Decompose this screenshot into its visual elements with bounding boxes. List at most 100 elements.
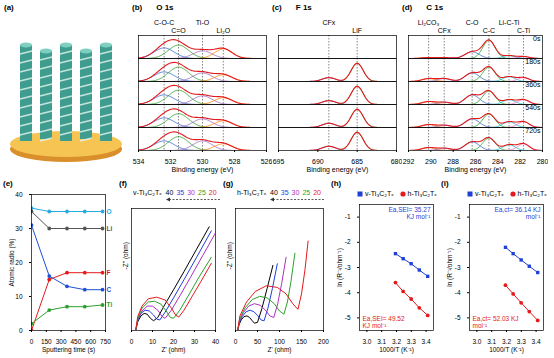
svg-text:Sputtering time (s): Sputtering time (s) (42, 346, 95, 354)
svg-text:695: 695 (273, 158, 285, 165)
svg-text:10: 10 (149, 338, 157, 345)
svg-text:CFx: CFx (438, 27, 451, 34)
svg-text:200: 200 (318, 338, 329, 345)
svg-text:100: 100 (274, 338, 285, 345)
svg-text:Ea,ct= 52.03 KJmol⁻¹: Ea,ct= 52.03 KJmol⁻¹ (473, 315, 519, 329)
svg-text:40: 40 (15, 191, 23, 198)
svg-text:-Z'' (ohm): -Z'' (ohm) (226, 242, 234, 269)
svg-text:50: 50 (254, 338, 262, 345)
svg-text:3.4: 3.4 (532, 338, 541, 345)
svg-text:3.2: 3.2 (392, 338, 401, 345)
svg-text:Ti: Ti (107, 301, 113, 308)
svg-text:Z' (ohm): Z' (ohm) (268, 346, 292, 354)
svg-text:Ti-O: Ti-O (196, 19, 210, 26)
svg-text:284: 284 (492, 158, 504, 165)
svg-text:-2: -2 (345, 238, 351, 245)
svg-text:-5: -5 (455, 314, 461, 321)
svg-text:0: 0 (19, 327, 23, 334)
svg-text:-1: -1 (345, 213, 351, 220)
svg-text:300: 300 (56, 338, 67, 345)
svg-text:LiF: LiF (352, 27, 362, 34)
svg-text:C: C (107, 286, 112, 293)
svg-text:685: 685 (351, 158, 363, 165)
svg-text:150: 150 (41, 338, 52, 345)
svg-text:3.2: 3.2 (502, 338, 511, 345)
svg-text:0: 0 (130, 338, 134, 345)
svg-text:C=O: C=O (171, 27, 186, 34)
svg-text:3.3: 3.3 (517, 338, 526, 345)
svg-text:Li₂CO₃: Li₂CO₃ (418, 19, 440, 26)
svg-text:-2: -2 (455, 238, 461, 245)
svg-text:288: 288 (447, 158, 459, 165)
svg-text:-5: -5 (345, 314, 351, 321)
svg-text:0s: 0s (533, 35, 541, 42)
html-text:(a): (a) (4, 3, 14, 12)
svg-text:Ea,SEI= 35.27KJ mol⁻¹: Ea,SEI= 35.27KJ mol⁻¹ (388, 206, 431, 220)
svg-text:10: 10 (15, 293, 23, 300)
svg-text:0: 0 (30, 338, 34, 345)
svg-text:Ea,ct= 36.14 KJmol⁻¹: Ea,ct= 36.14 KJmol⁻¹ (494, 206, 541, 220)
svg-text:20: 20 (15, 259, 23, 266)
svg-text:C-Ti: C-Ti (517, 27, 530, 34)
svg-text:O: O (107, 208, 112, 215)
svg-text:532: 532 (165, 158, 177, 165)
svg-text:528: 528 (229, 158, 241, 165)
svg-text:3.0: 3.0 (472, 338, 481, 345)
svg-text:3.1: 3.1 (377, 338, 386, 345)
svg-text:3.4: 3.4 (422, 338, 431, 345)
svg-text:530: 530 (197, 158, 209, 165)
svg-text:Atomic radio (%): Atomic radio (%) (8, 238, 16, 286)
svg-text:Ea,SEI= 49.52KJ mol⁻¹: Ea,SEI= 49.52KJ mol⁻¹ (363, 315, 405, 329)
svg-text:Z' (ohm): Z' (ohm) (162, 346, 186, 354)
svg-text:ln (R⁻¹/ohm⁻¹): ln (R⁻¹/ohm⁻¹) (336, 248, 344, 287)
svg-text:40: 40 (212, 338, 220, 345)
svg-text:1000/T (K⁻¹): 1000/T (K⁻¹) (489, 346, 524, 354)
html-text:(c): (c) (272, 3, 282, 12)
svg-text:-3: -3 (345, 264, 351, 271)
svg-text:Binding energy (eV): Binding energy (eV) (445, 166, 507, 174)
svg-text:292: 292 (403, 158, 415, 165)
svg-text:-4: -4 (455, 289, 461, 296)
svg-text:Li: Li (107, 225, 113, 232)
svg-text:ln (R⁻¹/ohm⁻¹): ln (R⁻¹/ohm⁻¹) (446, 248, 454, 287)
svg-text:-1: -1 (455, 213, 461, 220)
svg-text:450: 450 (70, 338, 81, 345)
svg-text:C-O-C: C-O-C (154, 19, 174, 26)
svg-text:282: 282 (514, 158, 526, 165)
svg-text:286: 286 (470, 158, 482, 165)
svg-text:3.0: 3.0 (362, 338, 371, 345)
html-text:O 1s: O 1s (156, 3, 174, 12)
svg-text:3.3: 3.3 (407, 338, 416, 345)
svg-text:20: 20 (170, 338, 178, 345)
svg-text:526: 526 (261, 158, 272, 165)
svg-text:Li-C-Ti: Li-C-Ti (499, 19, 520, 26)
svg-text:Li₂O: Li₂O (216, 27, 230, 34)
svg-text:30: 30 (191, 338, 199, 345)
svg-text:C-C: C-C (483, 27, 495, 34)
svg-text:720s: 720s (525, 127, 541, 134)
svg-text:-4: -4 (345, 289, 351, 296)
svg-text:290: 290 (425, 158, 437, 165)
svg-text:690: 690 (312, 158, 324, 165)
svg-text:CFx: CFx (322, 19, 335, 26)
svg-text:540s: 540s (525, 104, 541, 111)
svg-text:3.1: 3.1 (487, 338, 496, 345)
svg-text:1000/T (K⁻¹): 1000/T (K⁻¹) (379, 346, 414, 354)
svg-text:0: 0 (234, 338, 238, 345)
svg-text:680: 680 (391, 158, 402, 165)
svg-text:600: 600 (85, 338, 96, 345)
svg-text:534: 534 (133, 158, 145, 165)
svg-text:Binding energy (eV): Binding energy (eV) (172, 166, 234, 174)
svg-text:150: 150 (296, 338, 307, 345)
svg-text:F: F (107, 269, 111, 276)
svg-text:-Z'' (ohm): -Z'' (ohm) (122, 242, 130, 269)
svg-text:30: 30 (15, 225, 23, 232)
svg-text:180s: 180s (525, 58, 541, 65)
svg-text:280: 280 (537, 158, 548, 165)
svg-text:C-O: C-O (466, 19, 479, 26)
svg-text:-3: -3 (455, 264, 461, 271)
html-text:(b): (b) (132, 3, 143, 12)
svg-text:360s: 360s (525, 81, 541, 88)
svg-text:Binding energy (eV): Binding energy (eV) (307, 166, 369, 174)
svg-text:750: 750 (100, 338, 111, 345)
